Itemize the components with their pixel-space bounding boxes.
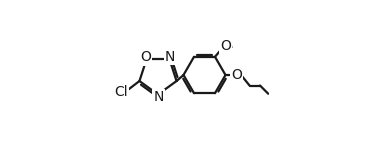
Text: Cl: Cl xyxy=(114,85,128,99)
Text: O: O xyxy=(220,39,231,53)
Text: O: O xyxy=(231,68,242,82)
Text: N: N xyxy=(165,50,175,64)
Text: O: O xyxy=(140,50,151,64)
Text: N: N xyxy=(154,90,164,104)
